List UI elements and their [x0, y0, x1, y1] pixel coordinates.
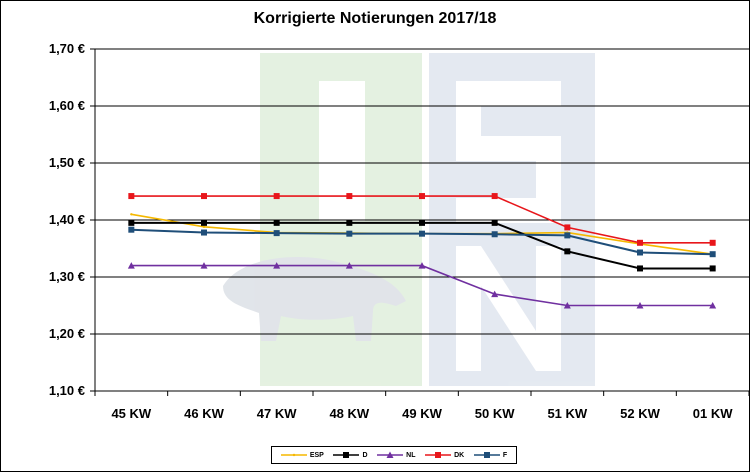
data-point: [491, 231, 498, 238]
data-point: [128, 226, 135, 233]
legend-swatch: [425, 452, 452, 458]
data-point: [564, 232, 571, 239]
legend-item-esp: ESP: [280, 451, 324, 459]
legend-item-d: D: [333, 451, 368, 459]
data-point: [346, 193, 353, 200]
data-point: [345, 262, 353, 269]
series-nl: [127, 262, 717, 309]
data-point: [386, 451, 394, 458]
legend-item-f: F: [473, 451, 508, 459]
axis-layer: 1,10 € 1,20 € 1,30 € 1,40 € 1,50 € 1,60 € 1,70…: [49, 41, 749, 421]
data-point: [419, 193, 425, 200]
series-f: [128, 226, 716, 258]
x-tick-label: 51 KW: [547, 406, 587, 421]
y-tick-label: 1,70 €: [49, 41, 85, 56]
legend-swatch: [333, 452, 360, 458]
data-point: [435, 452, 442, 458]
series-d: [128, 219, 716, 272]
legend-label: NL: [406, 451, 416, 459]
data-point: [709, 302, 717, 309]
data-point: [419, 219, 425, 226]
y-tick-label: 1,60 €: [49, 98, 85, 113]
legend-item-nl: NL: [377, 451, 415, 459]
data-point: [201, 219, 207, 226]
legend-label: DK: [454, 451, 465, 459]
data-point: [200, 262, 208, 269]
data-point: [202, 225, 206, 229]
x-tick-label: 01 KW: [693, 406, 733, 421]
data-point: [564, 248, 571, 255]
data-point: [346, 219, 353, 226]
data-point: [637, 265, 643, 272]
data-point: [346, 230, 353, 237]
data-point: [709, 265, 716, 272]
y-tick-label: 1,50 €: [49, 155, 85, 170]
x-tick-label: 49 KW: [402, 406, 442, 421]
data-point: [491, 219, 498, 226]
x-tick-label: 48 KW: [329, 406, 369, 421]
data-point: [273, 230, 280, 237]
series-layer: [127, 193, 717, 309]
chart-title: Korrigierte Notierungen 2017/18: [253, 10, 497, 27]
data-point: [637, 249, 643, 256]
x-tick-label: 50 KW: [475, 406, 515, 421]
y-tick-label: 1,30 €: [49, 269, 85, 284]
y-tick-label: 1,40 €: [49, 212, 85, 227]
legend-item-dk: DK: [425, 451, 464, 459]
data-point: [709, 251, 716, 258]
data-point: [128, 193, 135, 200]
legend-label: D: [362, 451, 368, 459]
data-point: [418, 262, 426, 269]
data-point: [483, 452, 490, 458]
x-tick-label: 45 KW: [111, 406, 151, 421]
x-tick-label: 47 KW: [257, 406, 297, 421]
x-tick-label: 46 KW: [184, 406, 224, 421]
data-point: [637, 239, 643, 246]
data-point: [564, 224, 571, 231]
data-point: [636, 302, 644, 309]
line-chart: 1,10 € 1,20 € 1,30 € 1,40 € 1,50 € 1,60 € 1,70…: [49, 41, 749, 421]
y-tick-label: 1,20 €: [49, 326, 85, 341]
data-point: [273, 193, 280, 200]
x-tick-label: 52 KW: [620, 406, 660, 421]
data-point: [201, 193, 207, 200]
data-point: [491, 193, 498, 200]
legend-swatch: [377, 451, 404, 458]
data-point: [563, 302, 571, 309]
data-point: [343, 452, 350, 458]
legend-swatch: [473, 452, 500, 458]
y-tick-label: 1,10 €: [49, 383, 85, 398]
data-point: [128, 219, 135, 226]
data-point: [273, 262, 281, 269]
data-point: [273, 219, 280, 226]
legend-swatch: [280, 453, 307, 457]
data-point: [292, 453, 296, 457]
data-point: [709, 239, 716, 246]
series-dk: [128, 193, 716, 246]
legend: ESP D NL DK F: [271, 446, 517, 464]
legend-label: F: [502, 451, 508, 459]
data-point: [130, 213, 133, 216]
data-point: [127, 262, 135, 269]
data-point: [491, 290, 499, 298]
data-point: [201, 229, 207, 236]
legend-label: ESP: [309, 451, 324, 459]
data-point: [419, 230, 425, 237]
